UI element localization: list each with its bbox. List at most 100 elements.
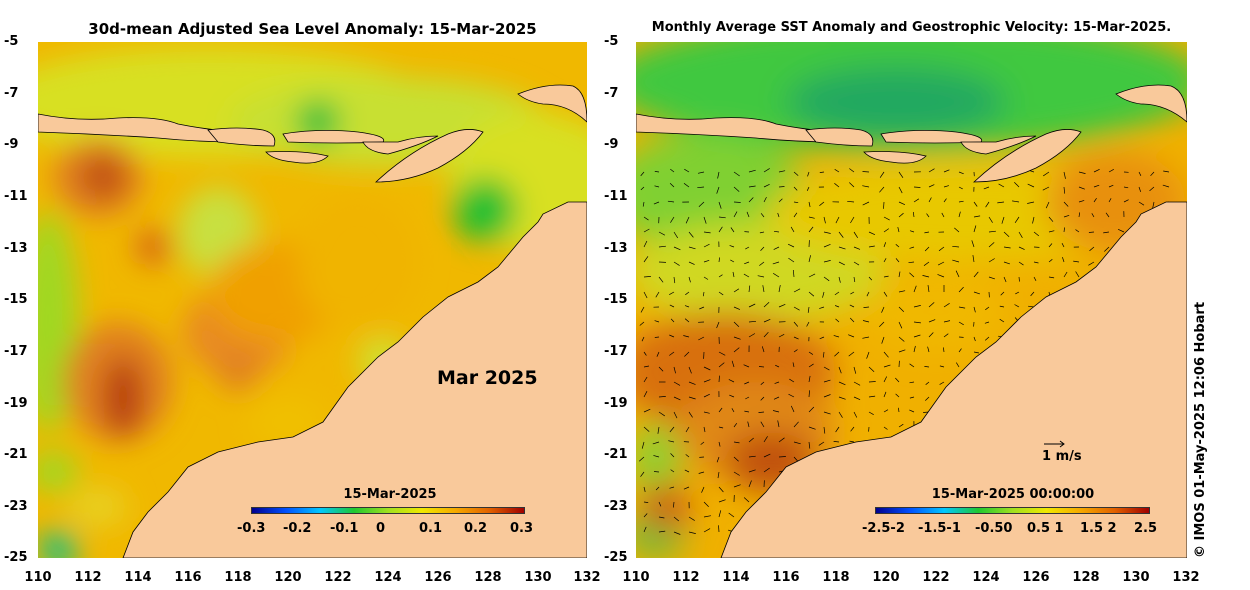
y-tick-label: -21 [4,447,28,462]
velocity-vector [1075,229,1080,233]
velocity-vector [778,285,781,293]
velocity-vector [1003,246,1011,249]
velocity-vector [658,411,665,417]
velocity-vector [973,336,976,342]
velocity-vector [669,334,675,338]
velocity-vector [1150,171,1155,177]
velocity-vector [1138,171,1142,176]
velocity-vector [1149,186,1155,192]
velocity-vector [1043,171,1050,177]
velocity-vector [658,366,664,372]
velocity-vector [883,291,888,297]
velocity-vector [748,320,757,323]
velocity-vector [999,318,1005,323]
x-tick-label: 110 [24,570,52,585]
velocity-vector [958,286,964,293]
velocity-vector [763,467,770,473]
velocity-vector [819,201,825,206]
velocity-vector [790,226,795,233]
velocity-vector [688,396,696,400]
velocity-vector [822,291,825,298]
velocity-vector [1138,201,1145,206]
velocity-vector [928,302,935,308]
velocity-vector [850,291,855,295]
velocity-vector [973,215,981,218]
velocity-vector [688,516,695,521]
y-tick-label: -19 [4,396,28,411]
velocity-vector [1063,227,1065,233]
velocity-vector [748,480,752,488]
velocity-vector [838,261,845,266]
velocity-vector [909,272,915,278]
land-masses [38,84,587,558]
velocity-vector [718,291,724,296]
velocity-vector [909,381,915,384]
velocity-vector [759,231,765,234]
velocity-vector [643,426,650,432]
velocity-vector [793,171,799,176]
velocity-vector [718,257,720,263]
velocity-vector [973,306,976,313]
velocity-vector [834,183,840,188]
velocity-vector [927,346,930,353]
velocity-vector [943,169,950,173]
velocity-vector [924,231,930,234]
velocity-vector [834,169,840,173]
y-tick-label: -25 [4,550,28,565]
velocity-vector [763,183,770,188]
velocity-vector [853,366,857,374]
velocity-vector [925,381,930,385]
velocity-vector [1162,184,1170,188]
velocity-vector [999,305,1005,308]
velocity-vector [1003,261,1011,265]
velocity-vector [733,336,741,340]
velocity-vector [638,456,645,462]
velocity-vector [1014,216,1020,223]
velocity-vector [823,411,831,415]
velocity-vector [673,231,678,239]
velocity-vector [984,321,990,324]
velocity-vector [688,366,692,374]
velocity-vector [883,351,889,358]
velocity-vector [1088,261,1095,266]
velocity-vector [988,216,993,223]
y-tick-label: -11 [604,189,628,204]
velocity-vector [881,336,885,344]
velocity-vector [654,171,660,173]
velocity-vector [658,530,666,533]
velocity-vector [718,426,724,429]
velocity-vector [748,303,756,308]
y-tick-label: -21 [604,447,628,462]
velocity-vector [733,171,740,177]
velocity-vector [868,366,875,372]
velocity-vector [895,244,900,248]
x-tick-label: 110 [622,570,650,585]
velocity-vector [853,231,858,238]
velocity-vector [909,396,915,399]
velocity-vector [699,306,705,310]
colorbar-tick-label: 0.5 1 [1027,521,1064,536]
velocity-vector [913,186,921,188]
y-tick-label: -23 [604,499,628,514]
velocity-vector [658,501,662,507]
velocity-vector [972,255,975,263]
velocity-vector [792,269,795,278]
velocity-vector [1033,261,1039,264]
left-panel-title: 30d-mean Adjusted Sea Level Anomaly: 15-… [88,20,537,38]
velocity-vector [793,321,799,327]
velocity-vector [760,421,765,428]
velocity-vector [895,377,900,383]
x-tick-label: 114 [722,570,750,585]
velocity-vector [868,231,876,236]
velocity-vector [744,381,750,385]
velocity-vector [958,211,961,218]
velocity-vector [808,291,815,297]
velocity-vector [834,305,840,308]
y-tick-label: -15 [604,292,628,307]
velocity-vector [728,512,735,518]
velocity-vector [793,212,798,218]
anomaly-field [38,47,587,558]
velocity-vector [733,422,738,428]
velocity-vector [954,227,960,233]
colorbar-tick-label: -0.1 [330,521,359,536]
